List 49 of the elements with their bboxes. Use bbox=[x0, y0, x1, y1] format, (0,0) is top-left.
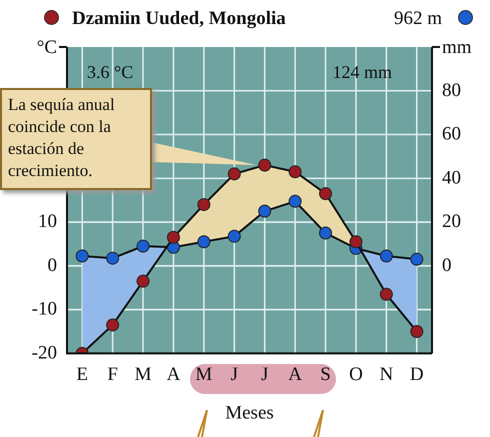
x-axis-title: Meses bbox=[225, 402, 274, 424]
x-tick-label: J bbox=[230, 364, 238, 385]
point bbox=[228, 167, 241, 180]
x-tick-label: E bbox=[76, 364, 88, 385]
x-tick-label: A bbox=[166, 364, 181, 385]
y2-tick-label: 60 bbox=[442, 124, 461, 145]
point bbox=[349, 235, 362, 248]
point bbox=[288, 194, 302, 208]
point bbox=[258, 158, 272, 172]
point bbox=[136, 240, 150, 253]
y-tick-label: -10 bbox=[32, 298, 57, 320]
point bbox=[136, 274, 150, 288]
y2-axis-title: mm bbox=[442, 37, 472, 58]
point bbox=[166, 230, 180, 244]
point bbox=[410, 252, 424, 266]
y-tick-label: 10 bbox=[38, 211, 57, 232]
point bbox=[380, 288, 393, 301]
x-tick-label: F bbox=[107, 364, 118, 385]
x-tick-label: J bbox=[261, 364, 268, 385]
y-axis-title: °C bbox=[36, 37, 57, 58]
y2-tick-label: 40 bbox=[442, 167, 461, 188]
point bbox=[76, 250, 89, 263]
y2-tick-label: 20 bbox=[442, 211, 461, 232]
text: 962 m bbox=[394, 8, 442, 29]
x-tick-label: D bbox=[410, 364, 424, 385]
point bbox=[380, 250, 393, 263]
annotation: La sequía anual coincide con la estación de crecimiento. bbox=[0, 88, 152, 190]
point bbox=[410, 325, 424, 338]
point bbox=[106, 252, 120, 265]
x-tick-label: M bbox=[195, 364, 212, 385]
point bbox=[197, 198, 210, 212]
point bbox=[228, 230, 241, 243]
point bbox=[258, 204, 272, 218]
point bbox=[106, 318, 120, 332]
y-tick-label: 0 bbox=[48, 254, 57, 276]
point bbox=[319, 226, 332, 240]
x-tick-label: N bbox=[380, 364, 394, 385]
y2-tick-label: 0 bbox=[442, 254, 452, 276]
x-tick-label: A bbox=[288, 364, 302, 385]
x-tick-label: O bbox=[349, 364, 363, 385]
x-tick-label: M bbox=[134, 364, 152, 385]
chart-title: Dzamiin Uuded, Mongolia bbox=[72, 8, 286, 29]
point bbox=[288, 165, 302, 178]
y-tick-label: -20 bbox=[32, 342, 57, 364]
y2-tick-label: 80 bbox=[442, 80, 461, 101]
x-tick-label: S bbox=[320, 364, 331, 385]
point bbox=[319, 187, 332, 200]
annotation: 3.6 °C bbox=[87, 62, 134, 82]
point bbox=[197, 235, 210, 248]
